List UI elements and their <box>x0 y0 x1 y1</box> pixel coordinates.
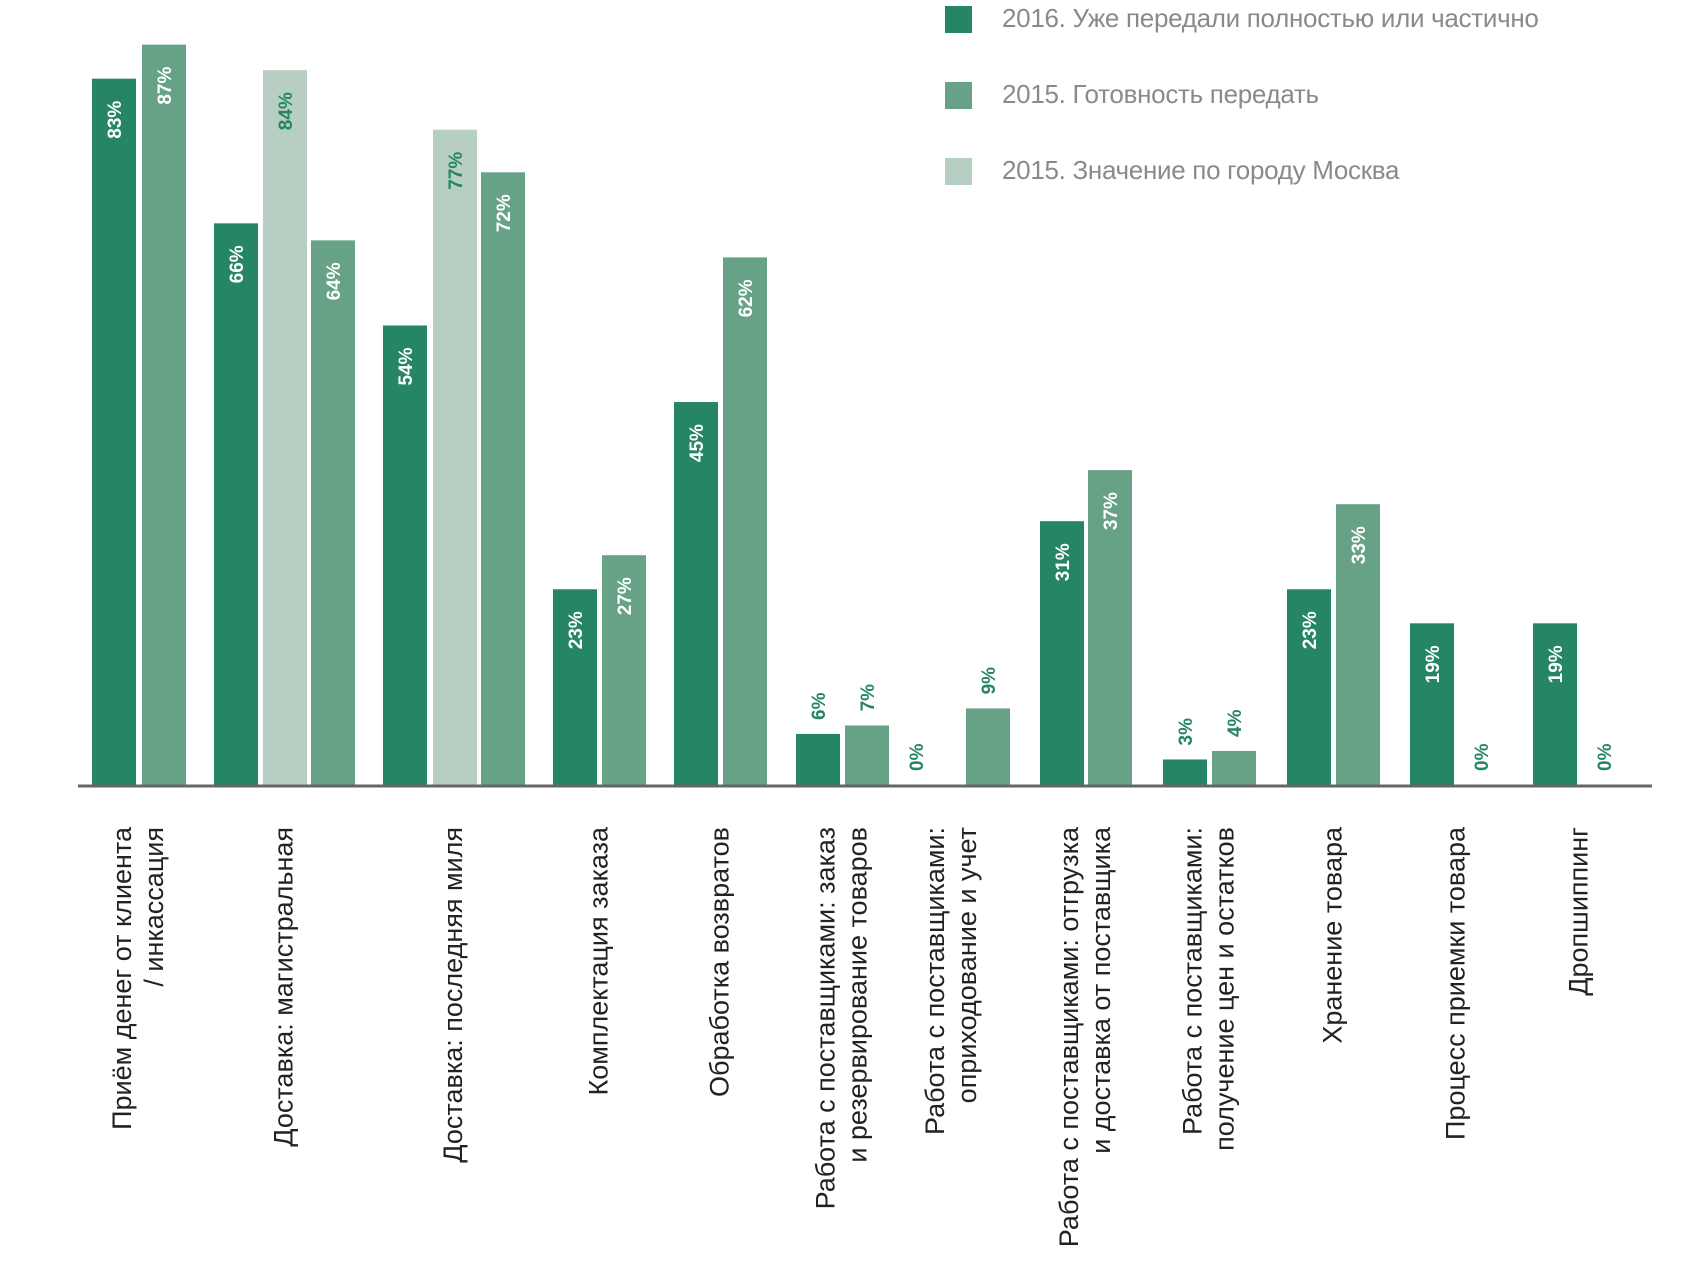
bar-moscow-1 <box>263 70 307 785</box>
value-label-2016-8: 3% <box>1176 718 1197 746</box>
legend-swatch-2016 <box>945 6 972 33</box>
bar-2016-9 <box>1287 589 1331 785</box>
value-label-2016-0: 83% <box>105 101 126 139</box>
bar-2016-10 <box>1410 623 1454 785</box>
value-label-2016-3: 23% <box>566 611 587 649</box>
value-label-2016-4: 45% <box>687 424 708 462</box>
category-label-9-line-0: Хранение товара <box>1318 826 1348 1044</box>
bar-2016-1 <box>214 223 258 786</box>
bar-2016-11 <box>1533 623 1577 785</box>
category-label-7-line-0: Работа с поставщиками: отгрузка <box>1054 826 1084 1247</box>
value-label-2015-6: 9% <box>979 667 1000 695</box>
value-label-2015-11: 0% <box>1595 743 1616 771</box>
value-label-2016-9: 23% <box>1300 611 1321 649</box>
category-label-5-line-1: и резервирование товаров <box>843 827 873 1163</box>
value-label-2015-1: 64% <box>324 262 345 300</box>
category-labels-layer: Приём денег от клиента / инкассация Достав… <box>107 826 1594 1247</box>
value-label-2016-11: 19% <box>1546 645 1567 683</box>
value-label-2016-1: 66% <box>227 245 248 283</box>
category-label-4-line-0: Обработка возвратов <box>705 827 735 1097</box>
value-label-2016-7: 31% <box>1053 543 1074 581</box>
value-label-2015-5: 7% <box>858 684 879 712</box>
category-label-5-line-0: Работа с поставщиками: заказ <box>811 827 841 1209</box>
bar-2015-8 <box>1212 750 1256 785</box>
legend-label-2016: 2016. Уже передали полностью или частичн… <box>1002 3 1539 33</box>
category-label-7-line-1: и доставка от поставщика <box>1086 826 1116 1154</box>
category-label-2-line-0: Доставка: последняя миля <box>438 827 468 1163</box>
value-label-2015-4: 62% <box>736 279 757 317</box>
category-label-0-line-0: Приём денег от клиента <box>107 826 137 1130</box>
value-label-2015-10: 0% <box>1472 743 1493 771</box>
value-label-2015-8: 4% <box>1225 709 1246 737</box>
bar-2015-7 <box>1088 470 1132 785</box>
legend-swatch-2015 <box>945 82 972 109</box>
category-label-0-line-1: / инкассация <box>139 827 169 987</box>
bar-2016-2 <box>383 325 427 785</box>
value-label-2016-2: 54% <box>396 347 417 385</box>
bar-2015-4 <box>723 257 767 785</box>
value-label-2016-10: 19% <box>1423 645 1444 683</box>
value-label-2015-9: 33% <box>1349 526 1370 564</box>
value-label-moscow-1: 84% <box>276 92 297 130</box>
legend-swatch-moscow <box>945 158 972 185</box>
value-label-2015-2: 72% <box>494 194 515 232</box>
bar-2015-5 <box>845 725 889 785</box>
bar-2015-6 <box>966 708 1010 785</box>
value-label-2016-5: 6% <box>809 692 830 720</box>
bar-2015-1 <box>311 240 355 786</box>
value-label-moscow-2: 77% <box>446 152 467 190</box>
category-label-8-line-1: получение цен и остатков <box>1210 827 1240 1151</box>
legend-label-moscow: 2015. Значение по городу Москва <box>1002 155 1400 185</box>
legend-label-2015: 2015. Готовность передать <box>1002 79 1319 109</box>
category-label-11-line-0: Дропшиппинг <box>1564 827 1594 996</box>
bar-2015-3 <box>602 555 646 785</box>
category-label-8-line-0: Работа с поставщиками: <box>1178 827 1208 1135</box>
value-label-2016-6: 0% <box>907 743 928 771</box>
bar-2016-4 <box>674 402 718 785</box>
bar-2016-3 <box>553 589 597 785</box>
value-labels-layer: 83% 87% 66% 84% 64% 54% 77% 72% 23% 27% 45% 62% 6% 7%… <box>105 67 1616 771</box>
bar-2015-2 <box>481 172 525 785</box>
value-label-2015-7: 37% <box>1101 492 1122 530</box>
category-label-10-line-0: Процесс приемки товара <box>1441 826 1471 1140</box>
category-label-1-line-0: Доставка: магистральная <box>269 827 299 1147</box>
bar-2016-8 <box>1163 759 1207 785</box>
bar-2015-0 <box>142 44 186 785</box>
bars-layer <box>92 44 1577 786</box>
category-label-3-line-0: Комплектация заказа <box>584 826 614 1095</box>
category-label-6-line-1: оприходование и учет <box>952 827 982 1103</box>
value-label-2015-3: 27% <box>615 577 636 615</box>
value-label-2015-0: 87% <box>155 67 176 105</box>
bar-2016-7 <box>1040 521 1084 785</box>
bar-2016-0 <box>92 78 136 786</box>
bar-2016-5 <box>796 733 840 785</box>
category-label-6-line-0: Работа с поставщиками: <box>920 827 950 1135</box>
bar-moscow-2 <box>433 129 477 786</box>
bar-2015-9 <box>1336 504 1380 785</box>
